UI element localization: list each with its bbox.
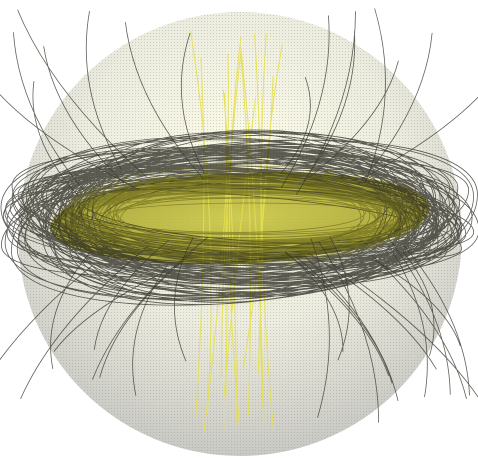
toroidal-field-lines: [0, 129, 478, 306]
field-lines: [0, 8, 478, 436]
open-field-lines-yellow: [189, 30, 283, 436]
open-field-lines-dark: [0, 8, 478, 423]
inner-field-lines: [59, 165, 429, 265]
